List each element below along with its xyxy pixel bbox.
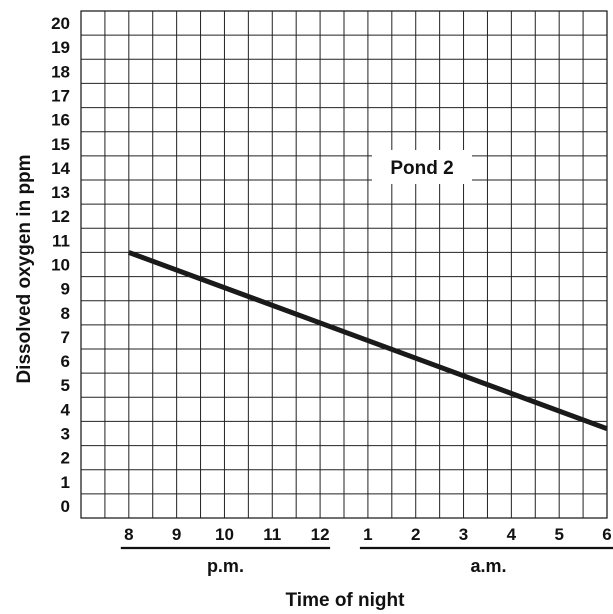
y-tick-label: 9: [61, 280, 70, 299]
x-tick-label: 8: [124, 525, 133, 544]
y-tick-label: 15: [51, 135, 70, 154]
pond-label-box: Pond 2: [372, 150, 472, 184]
y-tick-label: 13: [51, 183, 70, 202]
x-tick-label: 11: [263, 525, 281, 544]
y-tick-label: 12: [51, 207, 70, 226]
y-tick-label: 18: [51, 62, 70, 81]
x-tick-label: 2: [411, 525, 420, 544]
series-layer: [127, 250, 608, 432]
y-tick-label: 4: [61, 400, 71, 419]
y-axis-title: Dissolved oxygen in ppm: [14, 154, 35, 383]
x-tick-label: 6: [602, 525, 611, 544]
y-tick-label: 5: [61, 376, 70, 395]
y-tick-label: 16: [51, 111, 70, 130]
x-axis-groups: p.m. a.m.: [120, 546, 613, 576]
y-tick-label: 6: [61, 352, 70, 371]
oxygen-trend-line: [127, 250, 608, 432]
y-tick-label: 1: [61, 473, 70, 492]
x-tick-label: 1: [363, 525, 372, 544]
y-tick-label: 14: [51, 159, 70, 178]
x-axis-title: Time of night: [286, 590, 406, 611]
x-tick-label: 3: [459, 525, 468, 544]
y-tick-label: 0: [61, 497, 70, 516]
x-tick-label: 9: [172, 525, 181, 544]
y-tick-label: 20: [51, 14, 70, 33]
group-label: a.m.: [470, 556, 506, 576]
pond-label: Pond 2: [390, 158, 453, 179]
y-tick-label: 10: [51, 256, 70, 275]
x-tick-label: 4: [507, 525, 517, 544]
y-tick-label: 3: [61, 425, 70, 444]
y-tick-label: 11: [52, 231, 70, 250]
y-tick-label: 7: [61, 328, 70, 347]
group-label: p.m.: [207, 556, 244, 576]
x-tick-label: 10: [215, 525, 234, 544]
y-tick-label: 17: [51, 87, 70, 106]
x-tick-label: 12: [311, 525, 330, 544]
chart-grid: [80, 10, 608, 519]
x-tick-label: 5: [554, 525, 563, 544]
y-tick-label: 2: [61, 449, 70, 468]
y-tick-label: 8: [61, 304, 70, 323]
y-tick-label: 19: [51, 38, 70, 57]
x-axis-ticks: 8 9 10 11 12 1 2 3 4 5 6: [124, 525, 612, 544]
